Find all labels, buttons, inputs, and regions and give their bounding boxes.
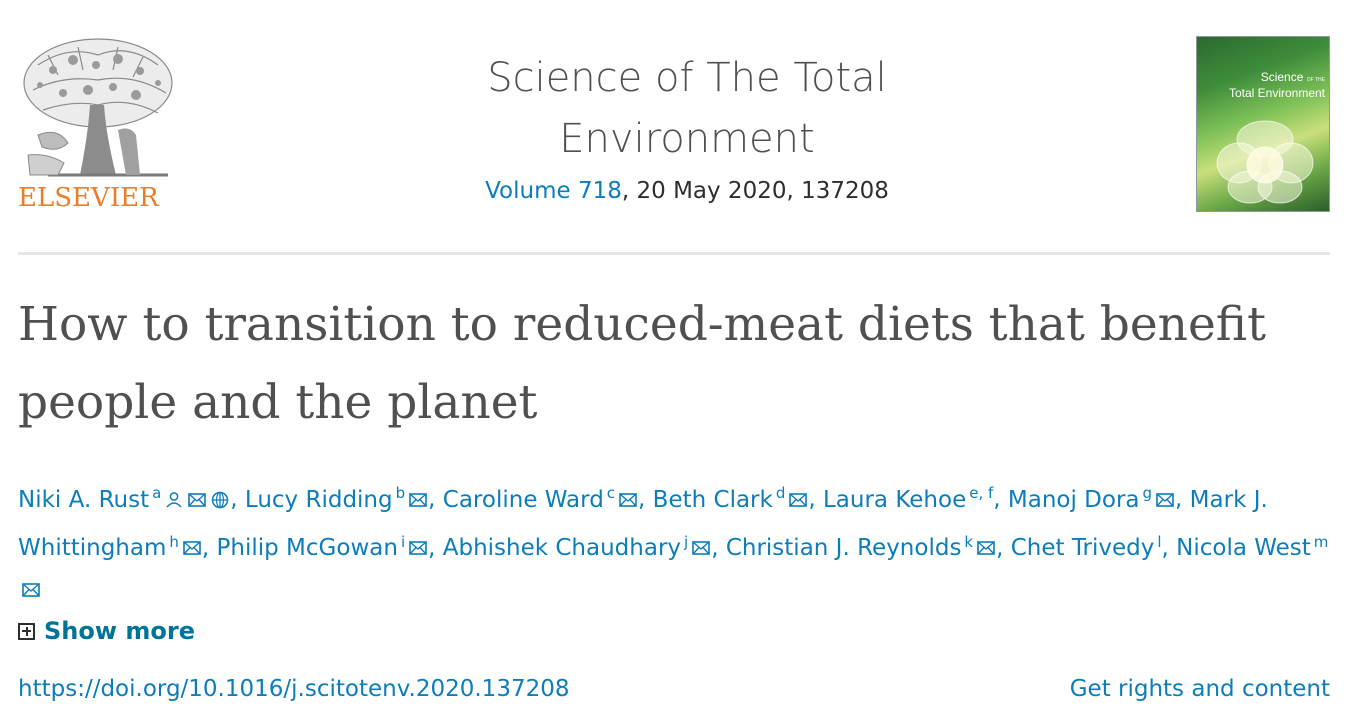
author-separator: , — [1161, 535, 1177, 562]
author-entry[interactable]: Beth Clark d — [652, 484, 809, 513]
issue-info: Volume 718, 20 May 2020, 137208 — [420, 178, 954, 204]
author-entry[interactable]: Manoj Dora g — [1007, 484, 1175, 513]
email-icon[interactable] — [408, 490, 428, 510]
email-icon[interactable] — [618, 490, 638, 510]
journal-header: Science of The Total Environment Volume … — [420, 48, 954, 204]
author-list: Niki A. Rust a, Lucy Ridding b, Caroline W… — [18, 472, 1348, 611]
author-affiliation-marker[interactable]: k — [964, 532, 974, 551]
email-icon[interactable] — [1155, 490, 1175, 510]
author-entry[interactable]: Niki A. Rust a — [18, 484, 230, 513]
author-entry[interactable]: Nicola West m — [18, 532, 1329, 603]
cover-title-total-environment: Total Environment — [1228, 86, 1325, 100]
author-name[interactable]: Laura Kehoe — [822, 486, 967, 513]
cover-title-of-the: OF THE — [1306, 77, 1325, 83]
author-affiliation-marker[interactable]: l — [1157, 532, 1162, 551]
author-name[interactable]: Caroline Ward — [442, 486, 604, 513]
author-affiliation-marker[interactable]: i — [400, 532, 406, 551]
author-name[interactable]: Philip McGowan — [216, 535, 398, 562]
author-separator: , — [201, 535, 217, 562]
author-affiliation-marker[interactable]: e, f — [969, 484, 994, 502]
author-separator: , — [711, 535, 726, 562]
author-name[interactable]: Mark J. Whittingham — [18, 486, 1268, 562]
cover-title-science: Science — [1260, 70, 1304, 84]
author-name[interactable]: Christian J. Reynolds — [725, 535, 962, 562]
publisher-name: ELSEVIER — [18, 183, 159, 213]
author-affiliation-marker[interactable]: b — [395, 484, 406, 502]
globe-icon[interactable] — [210, 490, 230, 510]
author-name[interactable]: Chet Trivedy — [1010, 535, 1155, 562]
journal-title[interactable]: Science of The Total Environment — [420, 48, 954, 170]
email-icon[interactable] — [691, 538, 711, 558]
journal-title-line1[interactable]: Science of The Total — [487, 55, 887, 101]
elsevier-logo[interactable] — [18, 35, 178, 215]
person-icon[interactable] — [164, 490, 184, 510]
author-separator: , — [993, 486, 1008, 513]
author-affiliation-marker[interactable]: h — [169, 532, 179, 551]
author-entry[interactable]: Philip McGowan i — [216, 532, 429, 562]
cover-title: Science OF THE Total Environment — [1205, 71, 1325, 100]
author-separator: , — [996, 535, 1011, 562]
author-entry[interactable]: Laura Kehoe e, f — [822, 484, 994, 513]
author-name[interactable]: Niki A. Rust — [18, 486, 150, 513]
rights-and-content-link[interactable]: Get rights and content — [1069, 676, 1330, 702]
author-separator: , — [638, 486, 653, 513]
author-entry[interactable]: Lucy Ridding b — [244, 484, 428, 513]
author-name[interactable]: Beth Clark — [652, 486, 773, 513]
author-separator: , — [1175, 486, 1190, 513]
email-icon[interactable] — [408, 538, 428, 558]
issue-details: , 20 May 2020, 137208 — [621, 178, 889, 204]
author-affiliation-marker[interactable]: j — [684, 532, 689, 551]
author-entry[interactable]: Christian J. Reynolds k — [725, 532, 996, 562]
author-separator: , — [230, 486, 245, 513]
author-entry[interactable]: Mark J. Whittingham h — [18, 487, 1268, 562]
author-name[interactable]: Nicola West — [1176, 535, 1311, 562]
author-separator: , — [428, 486, 443, 513]
author-affiliation-marker[interactable]: g — [1142, 484, 1153, 502]
author-affiliation-marker[interactable]: a — [152, 484, 162, 502]
author-affiliation-marker[interactable]: m — [1313, 532, 1329, 551]
author-separator: , — [808, 486, 823, 513]
email-icon[interactable] — [187, 490, 207, 510]
email-icon[interactable] — [182, 538, 202, 558]
cover-flower-icon — [1216, 120, 1314, 204]
show-more-button[interactable]: Show more — [18, 614, 195, 648]
elsevier-tree-icon — [23, 38, 173, 177]
journal-cover-image[interactable]: Science OF THE Total Environment — [1196, 36, 1330, 212]
author-affiliation-marker[interactable]: d — [775, 484, 786, 502]
journal-title-line2[interactable]: Environment — [559, 116, 815, 162]
author-separator: , — [428, 535, 443, 562]
volume-link[interactable]: Volume 718 — [485, 178, 622, 204]
article-title: How to transition to reduced-meat diets … — [18, 297, 1267, 430]
author-entry[interactable]: Caroline Ward c — [442, 484, 638, 513]
doi-link[interactable]: https://doi.org/10.1016/j.scitotenv.2020… — [18, 676, 570, 702]
author-entry[interactable]: Abhishek Chaudhary j — [442, 532, 711, 562]
author-name[interactable]: Lucy Ridding — [244, 486, 393, 513]
author-entry[interactable]: Chet Trivedy l — [1010, 532, 1162, 562]
author-affiliation-marker[interactable]: c — [606, 484, 616, 502]
author-name[interactable]: Abhishek Chaudhary — [442, 535, 682, 562]
expand-plus-icon — [18, 622, 35, 640]
header-divider — [18, 252, 1330, 255]
show-more-label: Show more — [44, 617, 195, 645]
email-icon[interactable] — [976, 538, 996, 558]
email-icon[interactable] — [21, 580, 41, 600]
author-name[interactable]: Manoj Dora — [1007, 486, 1140, 513]
email-icon[interactable] — [788, 490, 808, 510]
